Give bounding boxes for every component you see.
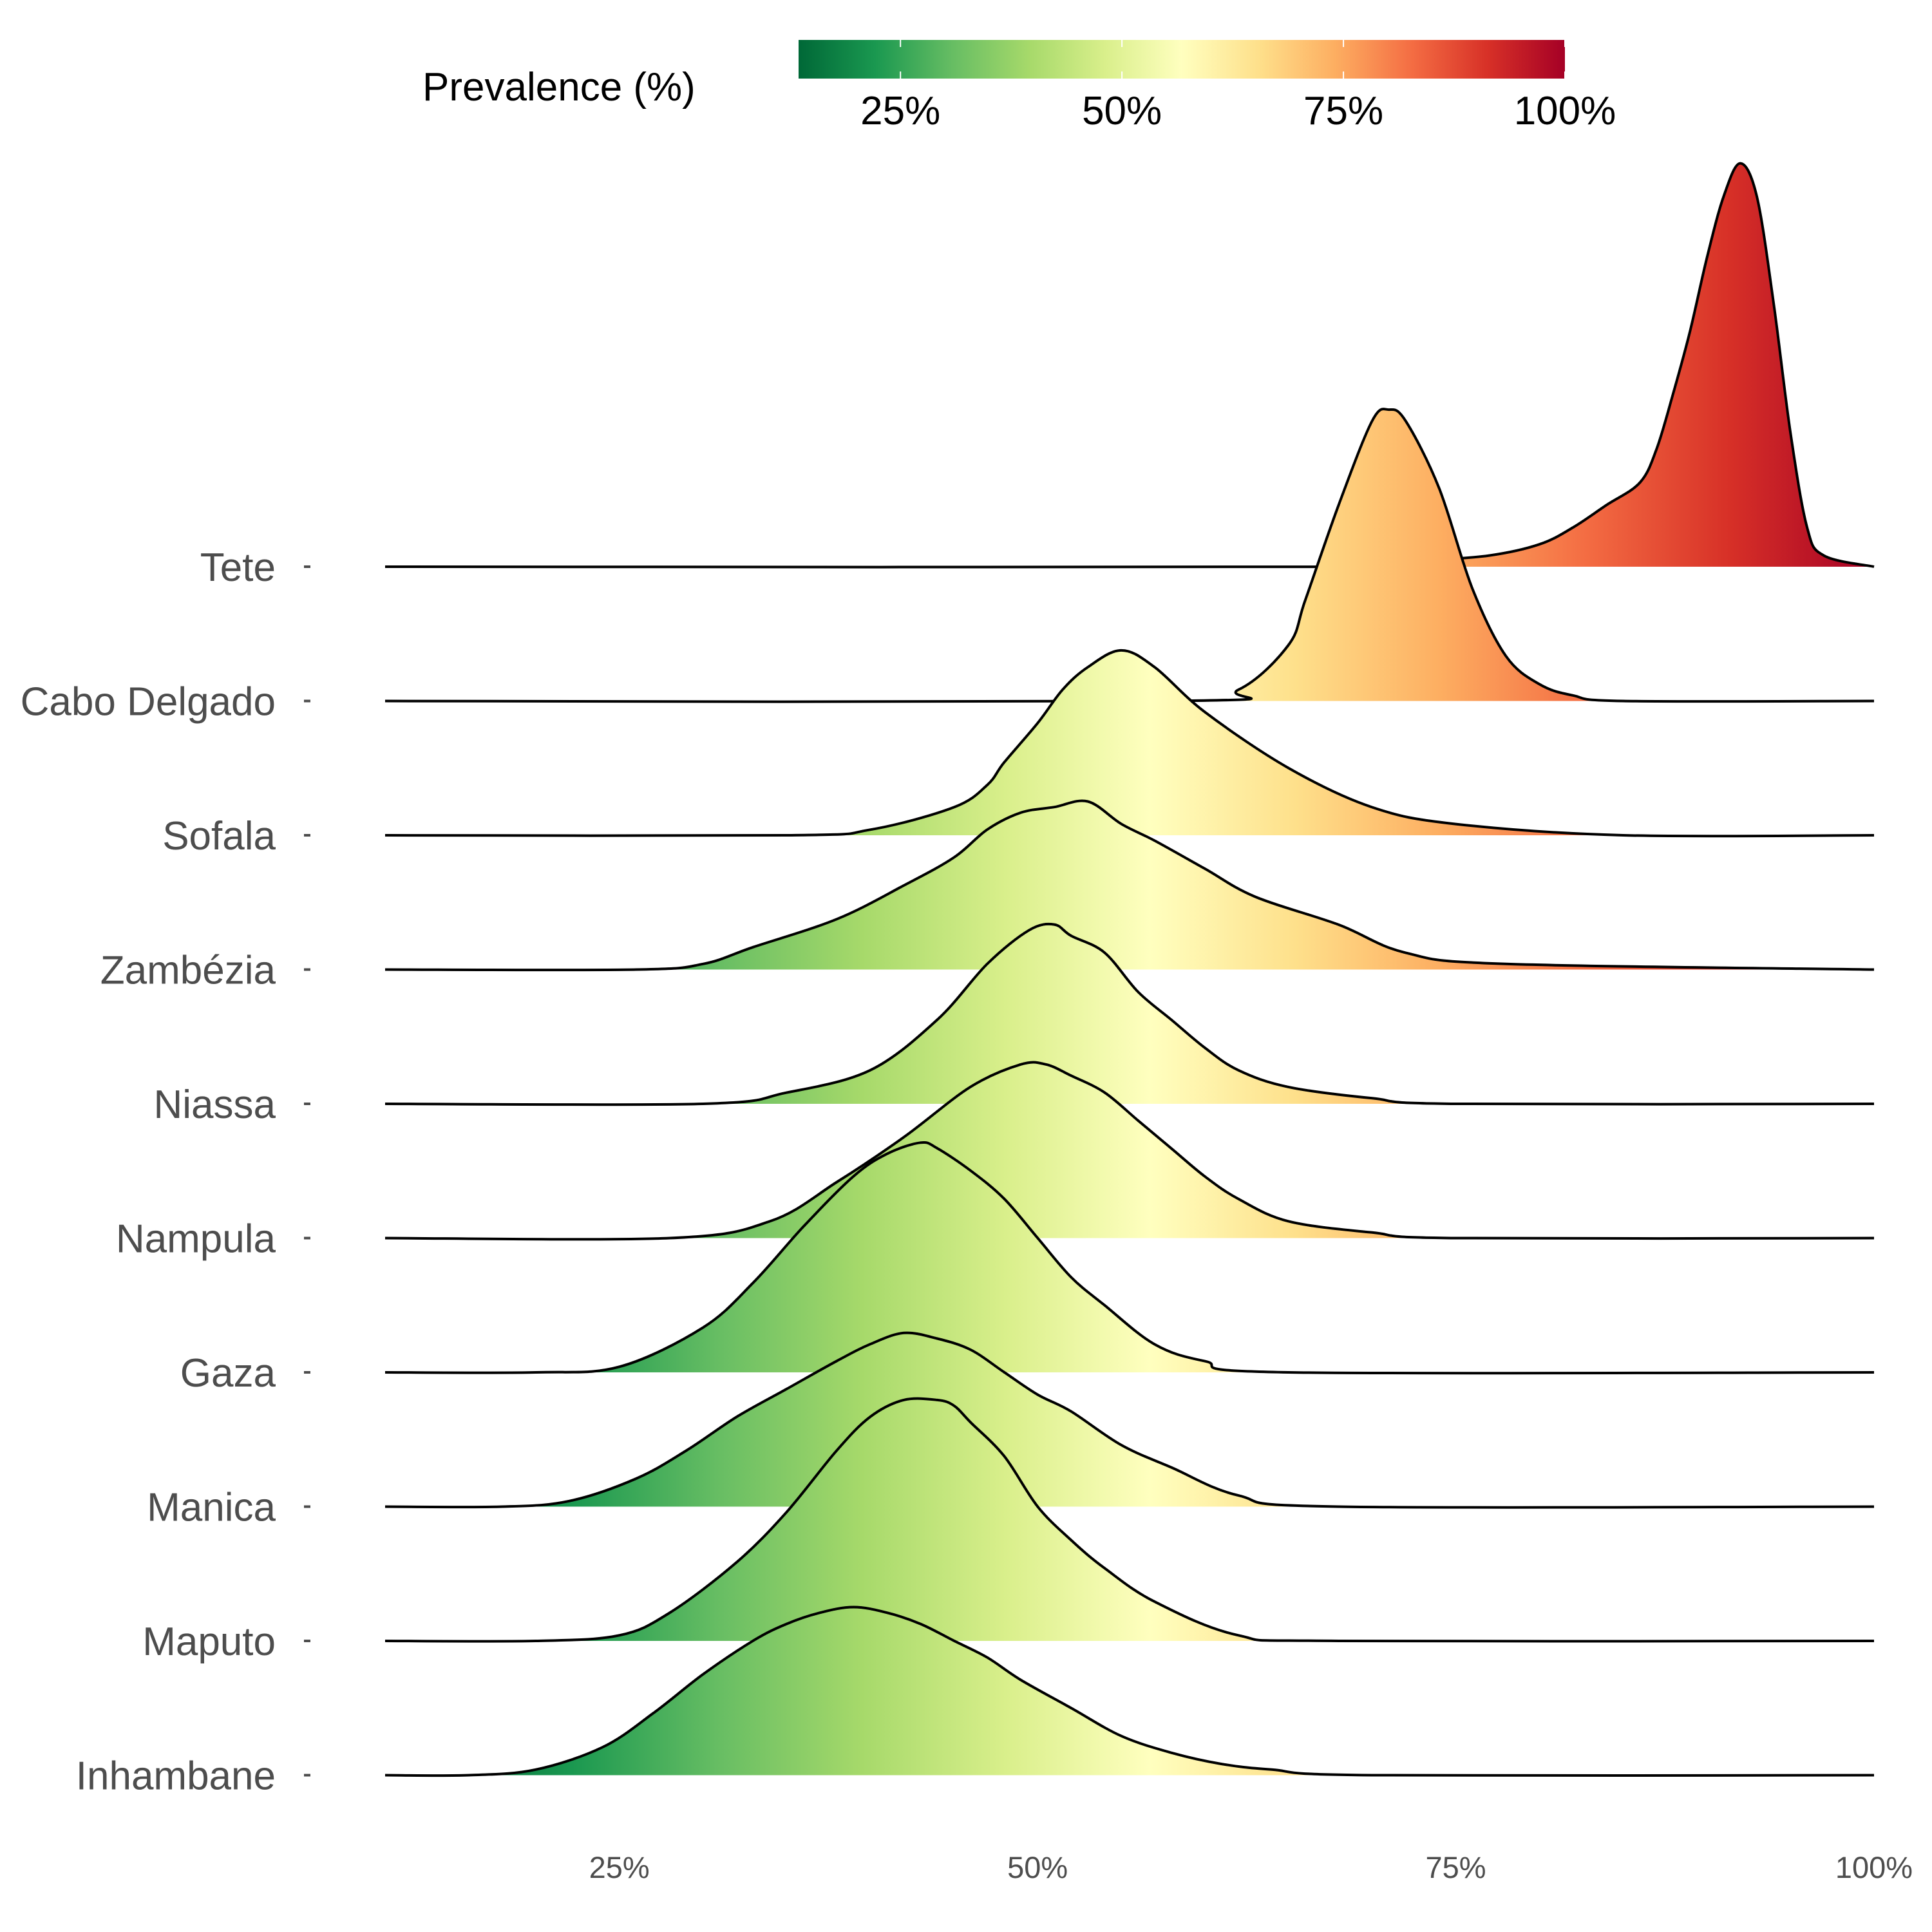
- ridge-area: [385, 800, 1874, 971]
- x-tick-label: 50%: [1007, 1850, 1068, 1884]
- ridge-outline: [384, 922, 1875, 1106]
- ridge-outline: [384, 1397, 1875, 1643]
- ridge-tete: [384, 162, 1875, 569]
- y-tick-label: Zambézia: [100, 949, 276, 993]
- ridge-outline: [384, 799, 1875, 972]
- ridge-manica: [384, 1331, 1875, 1509]
- legend-tick-label: 25%: [860, 89, 940, 133]
- ridge-inhambane: [384, 1605, 1875, 1777]
- ridge-area: [385, 1142, 1874, 1374]
- y-tick-label: Nampula: [116, 1217, 276, 1262]
- x-tick-label: 100%: [1835, 1850, 1913, 1884]
- y-tick-label: Maputo: [142, 1620, 276, 1664]
- y-tick-label: Gaza: [180, 1351, 276, 1396]
- legend-title: Prevalence (%): [422, 65, 696, 109]
- y-tick-label: Niassa: [153, 1083, 276, 1127]
- ridge-area: [385, 1398, 1874, 1642]
- ridge-outline: [384, 1141, 1875, 1375]
- ridge-area: [385, 1332, 1874, 1508]
- y-tick-label: Tete: [200, 545, 276, 590]
- y-tick-label: Inhambane: [76, 1754, 276, 1799]
- ridge-area: [385, 163, 1874, 567]
- ridge-area: [385, 1607, 1874, 1776]
- ridge-gaza: [384, 1141, 1875, 1375]
- y-axis: Tete Cabo Delgado Sofala Zambézia Niassa Namp…: [21, 545, 310, 1799]
- legend-tick-label: 75%: [1303, 89, 1383, 133]
- ridge-niassa: [384, 922, 1875, 1106]
- y-tick-label: Cabo Delgado: [21, 680, 276, 724]
- ridge-nampula: [384, 1061, 1875, 1241]
- y-tick-label: Manica: [147, 1486, 276, 1530]
- x-tick-label: 75%: [1426, 1850, 1486, 1884]
- ridge-sofala: [384, 649, 1875, 838]
- ridge-area: [385, 923, 1874, 1105]
- x-axis: 25% 50% 75% 100%: [589, 1850, 1913, 1884]
- legend-colorbar: [799, 40, 1565, 79]
- ridge-area: [385, 650, 1874, 837]
- ridge-outline: [384, 1061, 1875, 1241]
- y-tick-label: Sofala: [162, 814, 276, 858]
- ridge-zambézia: [384, 799, 1875, 972]
- legend-tick-label: 100%: [1514, 89, 1616, 133]
- x-tick-label: 25%: [589, 1850, 650, 1884]
- ridge-area: [385, 1062, 1874, 1240]
- legend-ticks: 25% 50% 75% 100%: [860, 40, 1616, 133]
- ridge-outline: [384, 649, 1875, 838]
- ridge-outline: [384, 1605, 1875, 1777]
- ridge-outline: [384, 1331, 1875, 1509]
- legend: Prevalence (%) 25% 50% 75% 100%: [422, 40, 1616, 133]
- ridges: [384, 162, 1875, 1777]
- legend-tick-label: 50%: [1082, 89, 1162, 133]
- ridge-maputo: [384, 1397, 1875, 1643]
